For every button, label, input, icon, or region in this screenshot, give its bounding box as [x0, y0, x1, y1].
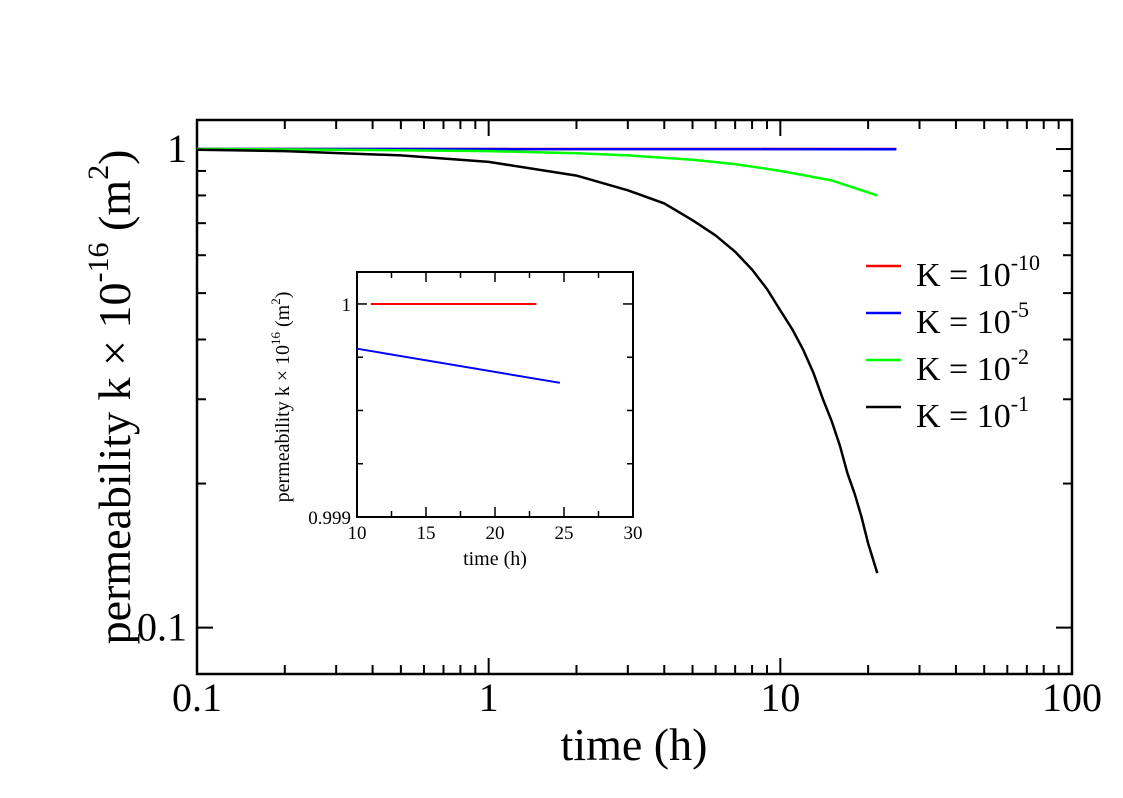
main-y-tick-label: 0.1 — [137, 605, 187, 650]
main-y-axis-title-unit-exp: 2 — [82, 165, 115, 180]
inset-y-axis-title-base: permeability k × 10 — [272, 345, 294, 502]
inset-plot-frame — [357, 272, 633, 517]
inset-y-axis-title: permeability k × 1016 (m2) — [268, 292, 294, 503]
main-x-tick-label: 100 — [1042, 675, 1102, 720]
legend-label-base: K = 10 — [916, 257, 1011, 294]
main-axis-ticks — [197, 120, 1072, 674]
main-x-tick-label: 1 — [479, 675, 499, 720]
main-y-axis-title-unit-open: (m — [89, 180, 140, 243]
main-x-tick-label: 10 — [760, 675, 800, 720]
inset-x-tick-label: 15 — [417, 523, 436, 544]
inset-y-axis-title-unit-open: (m — [272, 304, 294, 332]
main-y-axis-title-base: permeability k × 10 — [89, 283, 140, 645]
legend-label-base: K = 10 — [916, 398, 1011, 435]
legend-label: K = 10-10 — [916, 250, 1040, 294]
inset-y-tick-label: 1 — [342, 295, 352, 316]
legend-label-exponent: -5 — [1011, 297, 1029, 322]
legend-label-base: K = 10 — [916, 351, 1011, 388]
main-series-line — [197, 149, 877, 195]
inset-x-tick-label: 30 — [624, 523, 643, 544]
inset-y-axis-title-unit-close: ) — [272, 292, 294, 299]
inset-x-axis-title: time (h) — [463, 548, 527, 570]
inset-y-axis-title-exponent: 16 — [268, 332, 283, 346]
legend-label: K = 10-2 — [916, 344, 1029, 388]
inset-y-tick-label: 0.999 — [308, 508, 351, 529]
main-y-axis-title: permeability k × 10-16 (m2) — [82, 150, 140, 645]
legend-label: K = 10-1 — [916, 391, 1029, 435]
main-y-axis-title-unit-close: ) — [89, 150, 140, 165]
legend: K = 10-10K = 10-5K = 10-2K = 10-1 — [866, 250, 1040, 435]
legend-label-base: K = 10 — [916, 304, 1011, 341]
legend-label-exponent: -1 — [1011, 391, 1029, 416]
legend-label: K = 10-5 — [916, 297, 1029, 341]
legend-label-exponent: -10 — [1011, 250, 1040, 275]
main-x-tick-label: 0.1 — [172, 675, 222, 720]
main-y-tick-label: 1 — [167, 126, 187, 171]
main-plot-frame — [197, 120, 1072, 674]
main-x-axis-title: time (h) — [561, 719, 708, 770]
main-y-axis-title-exponent: -16 — [82, 243, 115, 283]
inset-x-tick-label: 25 — [555, 523, 574, 544]
inset-x-tick-label: 20 — [486, 523, 505, 544]
legend-label-exponent: -2 — [1011, 344, 1029, 369]
